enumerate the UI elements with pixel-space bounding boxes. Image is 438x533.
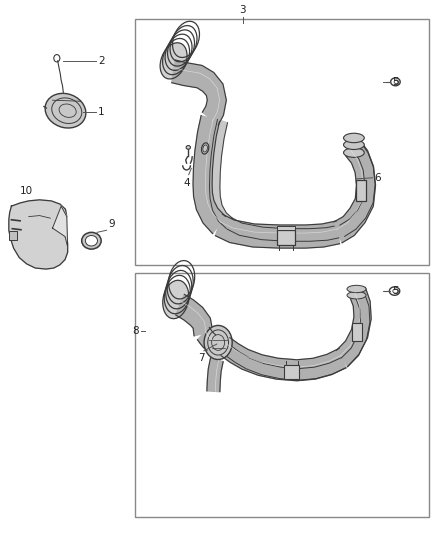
Text: 10: 10 bbox=[20, 185, 33, 196]
Ellipse shape bbox=[204, 326, 232, 360]
Polygon shape bbox=[9, 200, 67, 269]
Polygon shape bbox=[172, 60, 226, 125]
Text: 5: 5 bbox=[392, 77, 399, 87]
Ellipse shape bbox=[343, 148, 364, 157]
Polygon shape bbox=[176, 294, 213, 336]
Bar bbox=[277, 225, 295, 230]
Text: 4: 4 bbox=[184, 178, 191, 188]
Ellipse shape bbox=[82, 232, 101, 249]
Polygon shape bbox=[334, 141, 375, 243]
Polygon shape bbox=[198, 327, 215, 350]
Polygon shape bbox=[207, 358, 223, 392]
Ellipse shape bbox=[163, 280, 189, 319]
Polygon shape bbox=[53, 206, 67, 247]
Polygon shape bbox=[221, 338, 346, 381]
Polygon shape bbox=[341, 293, 370, 367]
Text: 2: 2 bbox=[98, 56, 105, 66]
Bar bbox=[356, 180, 367, 201]
Ellipse shape bbox=[160, 43, 187, 79]
Bar bbox=[9, 231, 17, 240]
Polygon shape bbox=[215, 214, 339, 248]
Text: 6: 6 bbox=[374, 173, 381, 183]
Text: 1: 1 bbox=[98, 107, 105, 117]
Polygon shape bbox=[193, 116, 226, 233]
Ellipse shape bbox=[347, 292, 366, 299]
Ellipse shape bbox=[347, 285, 366, 293]
Bar bbox=[352, 322, 362, 342]
Bar bbox=[134, 273, 429, 517]
Ellipse shape bbox=[343, 133, 364, 143]
Text: 8: 8 bbox=[132, 326, 139, 336]
Ellipse shape bbox=[186, 146, 191, 149]
Polygon shape bbox=[226, 346, 346, 380]
Ellipse shape bbox=[201, 143, 209, 154]
Ellipse shape bbox=[85, 236, 98, 246]
Polygon shape bbox=[227, 217, 343, 241]
Text: 5: 5 bbox=[392, 286, 399, 296]
Text: 9: 9 bbox=[108, 219, 115, 229]
Polygon shape bbox=[209, 119, 233, 229]
Ellipse shape bbox=[343, 140, 364, 149]
Bar bbox=[284, 365, 300, 379]
Text: 3: 3 bbox=[240, 5, 246, 15]
Bar bbox=[277, 230, 295, 246]
Polygon shape bbox=[340, 143, 375, 236]
Ellipse shape bbox=[45, 93, 86, 128]
Bar bbox=[134, 19, 429, 265]
Polygon shape bbox=[336, 287, 371, 366]
Text: 7: 7 bbox=[198, 353, 205, 363]
